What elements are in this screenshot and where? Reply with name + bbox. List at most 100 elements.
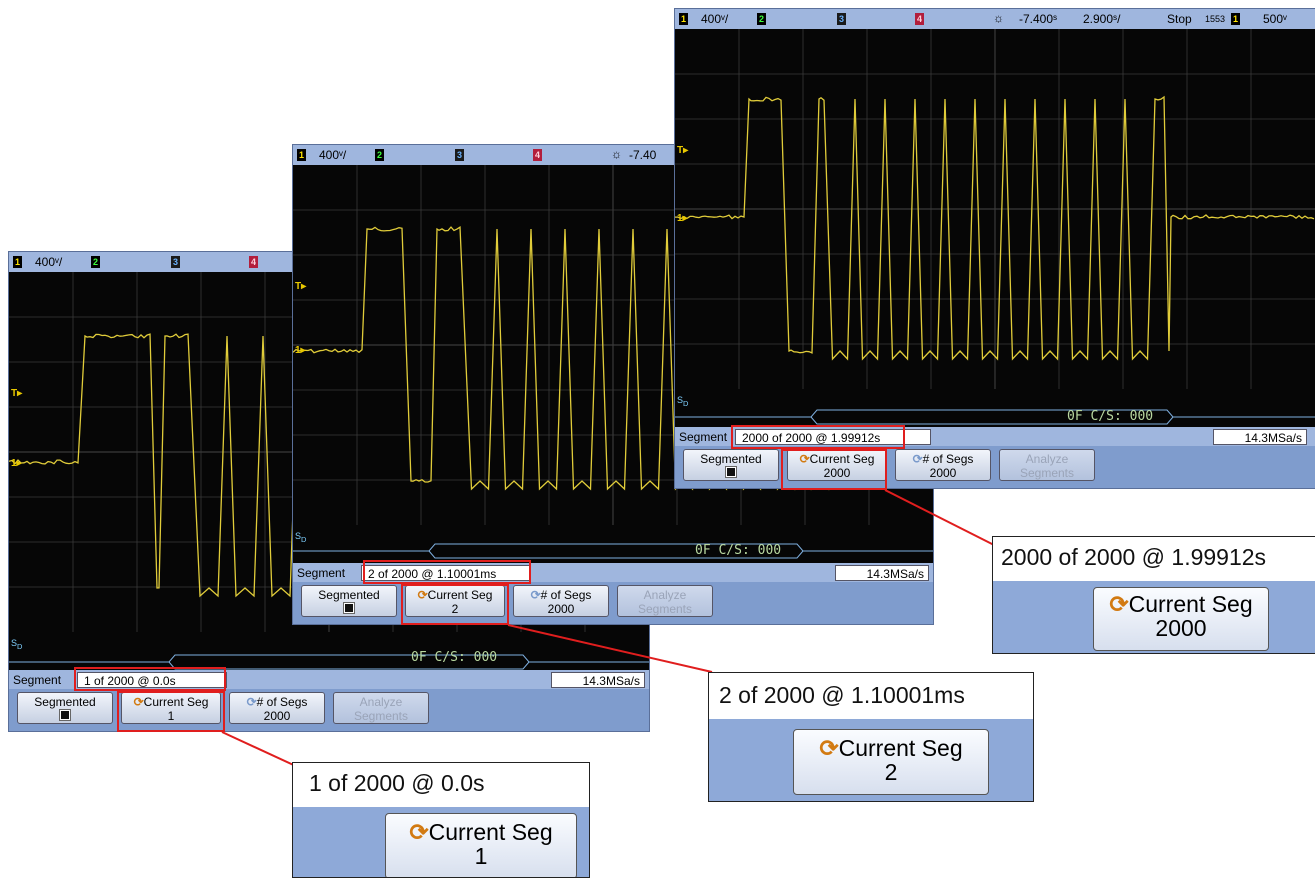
highlight-current-seg-3 bbox=[781, 449, 887, 490]
highlight-current-seg-1 bbox=[117, 691, 225, 732]
num-segs-value: 2000 bbox=[514, 602, 608, 616]
channel-1-scale: 400ᵛ/ bbox=[35, 255, 62, 269]
zoom-current-seg-label: Current Seg bbox=[429, 819, 553, 845]
channel-1-ground-marker: 1▸ bbox=[295, 345, 306, 356]
segment-label: Segment bbox=[13, 673, 61, 687]
highlight-segment-3 bbox=[731, 425, 905, 449]
time-scale: 2.900ˢ/ bbox=[1083, 12, 1120, 26]
sample-rate: 14.3MSa/s bbox=[835, 565, 929, 581]
serial-decode-text: 0F C/S: 000 bbox=[411, 650, 497, 665]
channel-1-scale: 400ᵛ/ bbox=[319, 148, 346, 162]
segmented-button[interactable]: Segmented bbox=[683, 449, 779, 481]
num-segs-button[interactable]: ⟳# of Segs 2000 bbox=[895, 449, 991, 481]
analyze-segments-button[interactable]: Analyze Segments bbox=[999, 449, 1095, 481]
channel-3-chip[interactable]: 3 bbox=[171, 256, 180, 268]
acquire-icon: ☼ bbox=[993, 11, 1004, 25]
scope-3-waveform-display: T▸ 1▸ SD 0F C/S: 000 bbox=[675, 29, 1315, 427]
segmented-button[interactable]: Segmented bbox=[301, 585, 397, 617]
channel-1-chip[interactable]: 1 bbox=[13, 256, 22, 268]
zoom-current-seg-label: Current Seg bbox=[1129, 591, 1253, 617]
channel-4-chip[interactable]: 4 bbox=[533, 149, 542, 161]
zoom-current-seg-button[interactable]: ⟳Current Seg 2000 bbox=[1093, 587, 1269, 651]
segmented-button-label: Segmented bbox=[34, 695, 95, 709]
trigger-channel-chip[interactable]: 1 bbox=[1231, 13, 1240, 25]
zoom-current-seg-label: Current Seg bbox=[839, 735, 963, 761]
num-segs-label: # of Segs bbox=[257, 695, 308, 709]
trigger-level-marker: T▸ bbox=[11, 388, 22, 399]
segmented-button[interactable]: Segmented bbox=[17, 692, 113, 724]
zoom-current-seg-value: 2 bbox=[885, 759, 898, 785]
zoom-current-seg-button[interactable]: ⟳Current Seg 2 bbox=[793, 729, 989, 795]
num-segs-button[interactable]: ⟳# of Segs 2000 bbox=[229, 692, 325, 724]
channel-2-chip[interactable]: 2 bbox=[375, 149, 384, 161]
leader-line-1 bbox=[222, 732, 300, 768]
serial-decode-text: 0F C/S: 000 bbox=[695, 543, 781, 558]
serial-bus-line bbox=[293, 544, 933, 558]
highlight-segment-1 bbox=[74, 667, 226, 691]
channel-3-chip[interactable]: 3 bbox=[837, 13, 846, 25]
zoom-callout-3: 2000 of 2000 @ 1.99912s ⟳Current Seg 2000 bbox=[992, 536, 1315, 654]
channel-1-chip[interactable]: 1 bbox=[297, 149, 306, 161]
analyze-label: Analyze bbox=[1026, 452, 1069, 466]
num-segs-label: # of Segs bbox=[541, 588, 592, 602]
zoom-segment-value: 1 of 2000 @ 0.0s bbox=[293, 763, 589, 807]
channel-1-ground-marker: 1▸ bbox=[677, 213, 688, 224]
time-offset: -7.40 bbox=[629, 148, 656, 162]
segmented-checkbox[interactable] bbox=[726, 467, 736, 477]
scope-3-waveform bbox=[675, 29, 1315, 427]
trigger-level: 500ᵛ bbox=[1263, 12, 1287, 26]
graticule bbox=[675, 29, 1315, 389]
sample-rate: 14.3MSa/s bbox=[551, 672, 645, 688]
channel-2-chip[interactable]: 2 bbox=[91, 256, 100, 268]
channel-4-chip[interactable]: 4 bbox=[915, 13, 924, 25]
analyze-segments-button[interactable]: Analyze Segments bbox=[617, 585, 713, 617]
segments-label: Segments bbox=[618, 602, 712, 616]
rotate-knob-icon: ⟳ bbox=[1109, 591, 1128, 617]
segmented-checkbox[interactable] bbox=[344, 603, 354, 613]
zoom-callout-1: 1 of 2000 @ 0.0s ⟳Current Seg 1 bbox=[292, 762, 590, 878]
zoom-current-seg-button[interactable]: ⟳Current Seg 1 bbox=[385, 813, 577, 878]
time-offset: -7.400ˢ bbox=[1019, 12, 1057, 26]
channel-4-chip[interactable]: 4 bbox=[249, 256, 258, 268]
acquire-icon: ☼ bbox=[611, 147, 622, 161]
zoom-button-area: ⟳Current Seg 2 bbox=[709, 719, 1033, 801]
trigger-level-marker: T▸ bbox=[677, 145, 688, 156]
serial-bus-marker: SD bbox=[11, 638, 22, 651]
zoom-current-seg-value: 1 bbox=[475, 843, 488, 869]
num-segs-button[interactable]: ⟳# of Segs 2000 bbox=[513, 585, 609, 617]
rotate-knob-icon: ⟳ bbox=[913, 452, 923, 466]
segment-label: Segment bbox=[297, 566, 345, 580]
analyze-segments-button[interactable]: Analyze Segments bbox=[333, 692, 429, 724]
zoom-button-area: ⟳Current Seg 1 bbox=[293, 807, 589, 877]
scope-window-3: 1 400ᵛ/ 2 3 4 ☼ -7.400ˢ 2.900ˢ/ Stop 155… bbox=[674, 8, 1315, 489]
channel-1-chip[interactable]: 1 bbox=[679, 13, 688, 25]
segmented-button-label: Segmented bbox=[700, 452, 761, 466]
serial-bus-line bbox=[675, 410, 1315, 424]
trigger-level-marker: T▸ bbox=[295, 281, 306, 292]
segmented-checkbox[interactable] bbox=[60, 710, 70, 720]
analyze-label: Analyze bbox=[360, 695, 403, 709]
rotate-knob-icon: ⟳ bbox=[247, 695, 257, 709]
segment-label: Segment bbox=[679, 430, 727, 444]
num-segs-value: 2000 bbox=[230, 709, 324, 723]
segmented-button-label: Segmented bbox=[318, 588, 379, 602]
channel-2-chip[interactable]: 2 bbox=[757, 13, 766, 25]
segments-label: Segments bbox=[334, 709, 428, 723]
run-state[interactable]: Stop bbox=[1167, 12, 1192, 26]
scope-3-status-bar: 1 400ᵛ/ 2 3 4 ☼ -7.400ˢ 2.900ˢ/ Stop 155… bbox=[675, 9, 1315, 29]
analyze-label: Analyze bbox=[644, 588, 687, 602]
zoom-current-seg-value: 2000 bbox=[1155, 615, 1206, 641]
serial-bus-marker: SD bbox=[295, 531, 306, 544]
channel-3-chip[interactable]: 3 bbox=[455, 149, 464, 161]
num-segs-value: 2000 bbox=[896, 466, 990, 480]
channel-1-ground-marker: 1▸ bbox=[11, 458, 22, 469]
channel-1-scale: 400ᵛ/ bbox=[701, 12, 728, 26]
zoom-segment-value: 2 of 2000 @ 1.10001ms bbox=[709, 673, 1033, 719]
scope-3-softkeys: Segmented ⟳Current Seg 2000 ⟳# of Segs 200… bbox=[675, 446, 1315, 488]
zoom-button-area: ⟳Current Seg 2000 bbox=[993, 581, 1315, 653]
serial-decode-text: 0F C/S: 000 bbox=[1067, 409, 1153, 424]
sample-rate: 14.3MSa/s bbox=[1213, 429, 1307, 445]
scope-1-softkeys: Segmented ⟳Current Seg 1 ⟳# of Segs 2000 A… bbox=[9, 689, 649, 731]
scope-2-softkeys: Segmented ⟳Current Seg 2 ⟳# of Segs 2000 A… bbox=[293, 582, 933, 624]
highlight-current-seg-2 bbox=[401, 584, 509, 625]
